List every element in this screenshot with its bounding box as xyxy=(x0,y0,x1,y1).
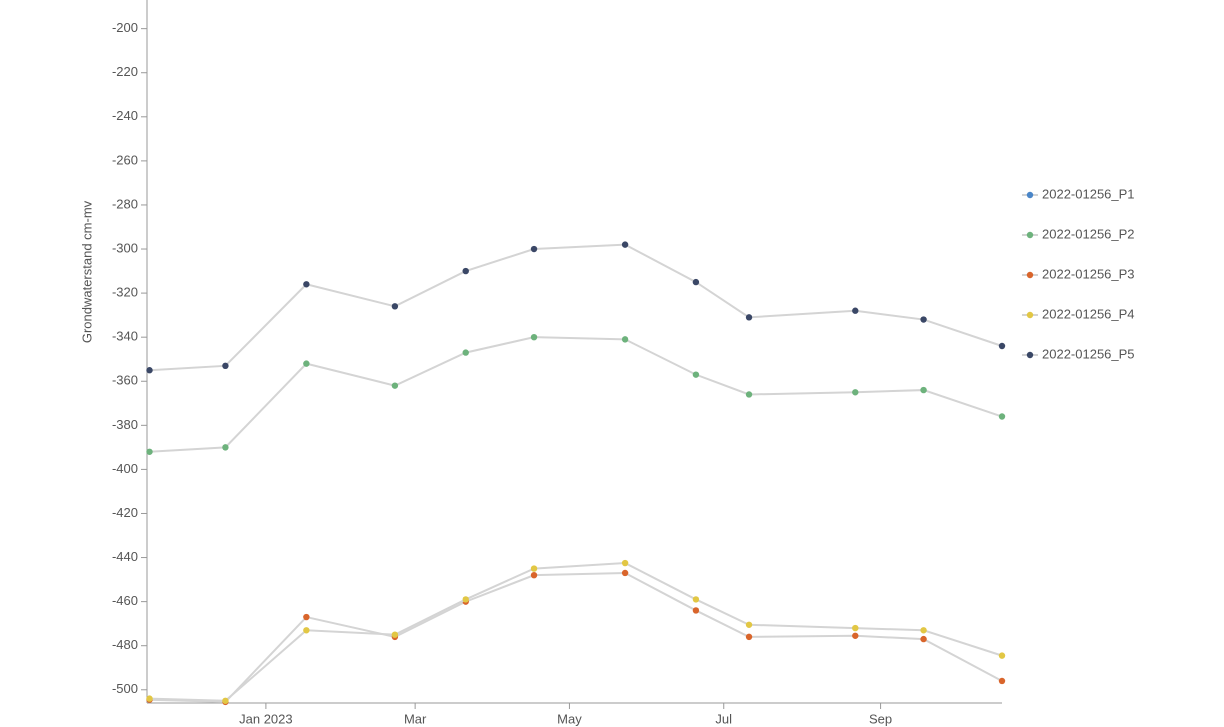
y-tick-label: -420 xyxy=(112,505,138,520)
y-tick-label: -480 xyxy=(112,637,138,652)
data-point xyxy=(462,267,469,275)
y-tick-label: -280 xyxy=(112,196,138,211)
y-tick-label: -260 xyxy=(112,152,138,167)
data-point xyxy=(530,571,538,579)
legend-label: 2022-01256_P1 xyxy=(1042,186,1135,201)
data-point xyxy=(852,307,859,314)
series-line xyxy=(149,571,1003,703)
data-point xyxy=(998,342,1006,350)
series-line xyxy=(149,243,1003,372)
data-point xyxy=(303,360,310,367)
x-tick-label: May xyxy=(557,711,582,726)
data-point xyxy=(222,444,229,451)
data-point xyxy=(745,391,753,398)
data-point xyxy=(692,278,700,286)
legend-label: 2022-01256_P5 xyxy=(1042,346,1135,361)
series-line xyxy=(149,562,1003,702)
data-point xyxy=(745,314,753,321)
data-point xyxy=(852,389,859,396)
data-point xyxy=(462,349,469,356)
data-point xyxy=(391,303,399,310)
y-tick-label: -400 xyxy=(112,461,138,476)
y-axis-label: Grondwaterstand cm-mv xyxy=(79,200,94,343)
data-point xyxy=(998,413,1006,420)
legend-marker xyxy=(1026,191,1034,199)
data-point xyxy=(920,627,927,634)
y-tick-label: -500 xyxy=(112,681,138,696)
data-point xyxy=(303,627,310,634)
data-point xyxy=(920,316,927,323)
data-point xyxy=(692,371,700,378)
x-tick-label: Sep xyxy=(869,711,892,726)
data-point xyxy=(303,281,310,288)
y-tick-label: -200 xyxy=(112,20,138,35)
data-point xyxy=(530,333,538,341)
legend-marker xyxy=(1026,231,1034,239)
y-tick-label: -460 xyxy=(112,593,138,608)
y-tick-label: -360 xyxy=(112,373,138,388)
data-point xyxy=(920,386,927,394)
data-point xyxy=(692,596,700,603)
data-point xyxy=(621,559,629,567)
data-point xyxy=(852,624,859,632)
data-point xyxy=(621,569,629,577)
data-point xyxy=(391,382,399,389)
x-tick-label: Jul xyxy=(715,711,732,726)
data-point xyxy=(530,245,538,253)
legend-label: 2022-01256_P2 xyxy=(1042,226,1135,241)
data-point xyxy=(222,697,229,704)
legend-marker xyxy=(1026,351,1034,359)
data-point xyxy=(146,367,153,374)
data-point xyxy=(998,677,1006,685)
series-line xyxy=(149,336,1003,453)
y-tick-label: -440 xyxy=(112,549,138,564)
legend-marker xyxy=(1026,271,1034,279)
data-point xyxy=(998,652,1006,659)
data-point xyxy=(621,241,629,248)
x-tick-label: Mar xyxy=(404,711,427,726)
data-point xyxy=(692,607,700,614)
data-point xyxy=(222,362,229,370)
legend-label: 2022-01256_P4 xyxy=(1042,306,1135,321)
y-tick-label: -340 xyxy=(112,329,138,344)
y-tick-label: -300 xyxy=(112,240,138,255)
data-point xyxy=(745,633,753,641)
y-tick-label: -220 xyxy=(112,64,138,79)
data-point xyxy=(852,632,859,639)
data-point xyxy=(303,613,310,621)
data-point xyxy=(745,621,753,628)
y-tick-label: -240 xyxy=(112,108,138,123)
data-point xyxy=(462,596,469,603)
data-point xyxy=(146,695,153,702)
data-point xyxy=(391,631,399,638)
data-point xyxy=(920,635,927,643)
data-point xyxy=(621,336,629,343)
y-tick-label: -380 xyxy=(112,417,138,432)
data-point xyxy=(146,448,153,455)
legend-marker xyxy=(1026,311,1034,319)
legend-label: 2022-01256_P3 xyxy=(1042,266,1135,281)
data-point xyxy=(530,565,538,572)
x-tick-label: Jan 2023 xyxy=(239,711,293,726)
y-tick-label: -320 xyxy=(112,285,138,300)
